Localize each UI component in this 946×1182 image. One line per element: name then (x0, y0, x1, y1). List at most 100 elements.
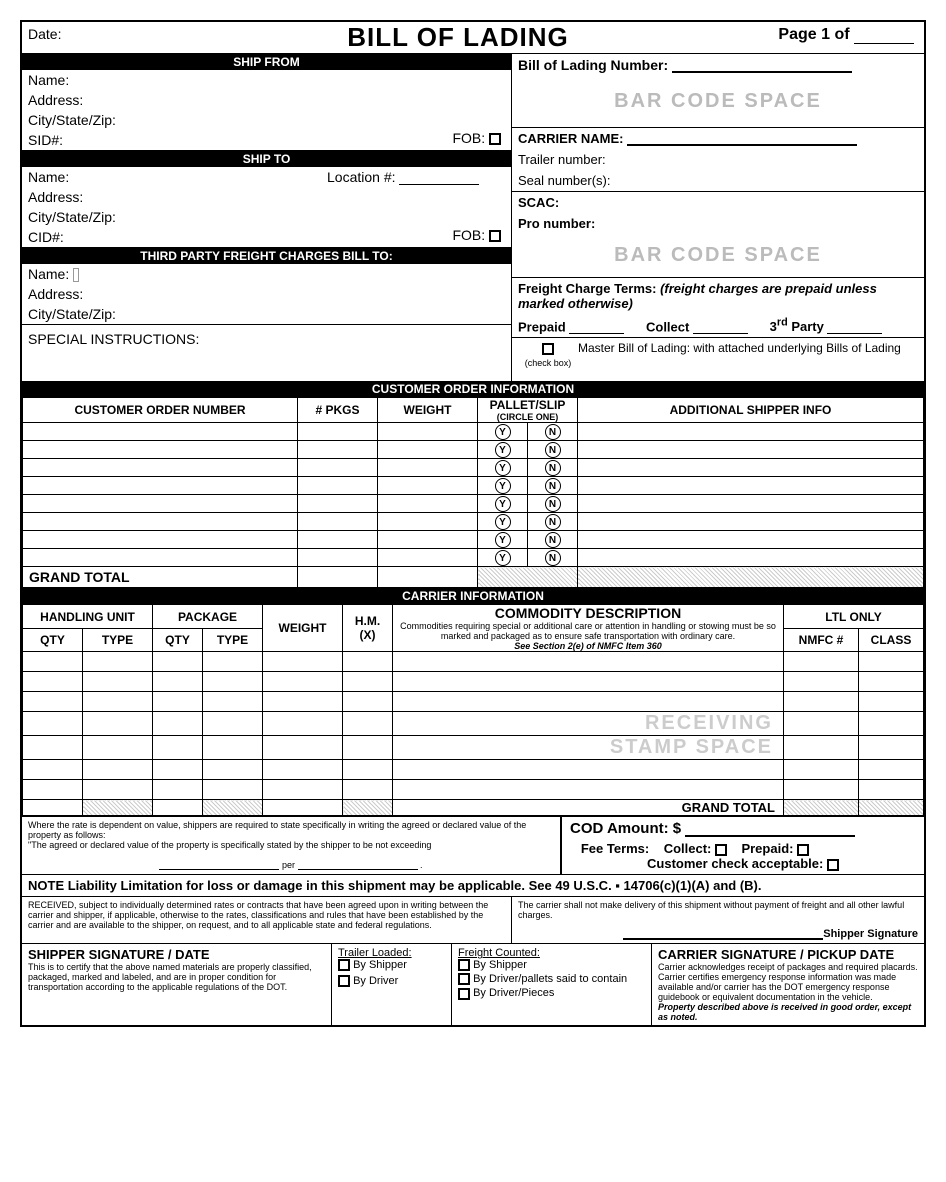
col-type2: TYPE (203, 628, 263, 652)
shipto-csz[interactable]: City/State/Zip: (22, 207, 511, 227)
customer-order-row[interactable]: YN (23, 441, 924, 459)
thirdparty-address[interactable]: Address: (22, 284, 511, 304)
scac[interactable]: SCAC: (512, 191, 924, 213)
note-liability: NOTE Liability Limitation for loss or da… (22, 874, 924, 896)
pro-number[interactable]: Pro number: (512, 213, 924, 234)
carrier-info-row[interactable] (23, 652, 924, 672)
freight-counted-block: Freight Counted: By Shipper By Driver/pa… (452, 944, 652, 1025)
hm-label: H.M. (343, 614, 392, 628)
shipper-sig-text: This is to certify that the above named … (28, 962, 325, 992)
gt-pkgs (298, 567, 378, 588)
third-party-header: THIRD PARTY FREIGHT CHARGES BILL TO: (22, 247, 511, 264)
customer-order-row[interactable]: YN (23, 549, 924, 567)
fc-shipper-check[interactable] (458, 959, 470, 971)
carrier-delivery-block: The carrier shall not make delivery of t… (512, 897, 924, 943)
carrier-info-row[interactable] (23, 692, 924, 712)
customer-order-row[interactable]: YN (23, 459, 924, 477)
shipto-name[interactable]: Name: (22, 167, 321, 187)
location-label: Location #: (327, 169, 396, 185)
carrier-delivery-text: The carrier shall not make delivery of t… (518, 900, 918, 920)
cod-collect-check[interactable] (715, 844, 727, 856)
customer-order-row[interactable]: YN (23, 423, 924, 441)
date-label: Date: (22, 22, 212, 53)
prepaid-label: Prepaid (518, 319, 566, 334)
carrier-info-row[interactable]: STAMP SPACE (23, 736, 924, 760)
title-row: Date: BILL OF LADING Page 1 of (22, 22, 924, 54)
cod-collect-label: Collect: (664, 841, 712, 856)
shipfrom-csz[interactable]: City/State/Zip: (22, 110, 511, 130)
shipfrom-sid[interactable]: SID#: (22, 130, 452, 150)
carrier-info-row[interactable] (23, 760, 924, 780)
per-label: per (282, 860, 295, 870)
freight-options: Prepaid Collect 3rd Party (512, 314, 924, 337)
fc-driver-pallets[interactable]: By Driver/pallets said to contain (458, 973, 645, 985)
customer-order-row[interactable]: YN (23, 477, 924, 495)
ci-gt-2 (83, 800, 153, 816)
ci-grand-total: GRAND TOTAL (393, 800, 784, 816)
cod-check-row: Customer check acceptable: (570, 856, 916, 871)
shipfrom-address[interactable]: Address: (22, 90, 511, 110)
shipto-location[interactable]: Location #: (321, 167, 511, 187)
carrier-sig-bold: Property described above is received in … (658, 1002, 918, 1022)
shipto-address[interactable]: Address: (22, 187, 511, 207)
fee-terms-label: Fee Terms: (581, 841, 649, 856)
bol-number-row[interactable]: Bill of Lading Number: (512, 54, 924, 76)
fob-checkbox[interactable] (489, 133, 501, 145)
tl-driver[interactable]: By Driver (338, 975, 445, 987)
cod-prepaid-check[interactable] (797, 844, 809, 856)
master-bol-checkbox[interactable] (542, 343, 554, 355)
tl-shipper-check[interactable] (338, 959, 350, 971)
tl-driver-check[interactable] (338, 975, 350, 987)
pallet-label: PALLET/SLIP (478, 398, 577, 412)
special-instructions[interactable]: SPECIAL INSTRUCTIONS: (22, 325, 511, 381)
received-carrier-row: RECEIVED, subject to individually determ… (22, 896, 924, 943)
tp-name-label: Name: (28, 266, 69, 282)
grand-total-label: GRAND TOTAL (23, 567, 298, 588)
shipper-sig-label: Shipper Signature (823, 928, 918, 940)
col-weight: WEIGHT (378, 398, 478, 423)
carrier-info-row[interactable] (23, 780, 924, 800)
customer-order-row[interactable]: YN (23, 495, 924, 513)
shipfrom-fob: FOB: (452, 130, 511, 150)
col-type1: TYPE (83, 628, 153, 652)
seal-numbers[interactable]: Seal number(s): (512, 170, 924, 191)
checkbox-note: (check box) (525, 358, 572, 368)
customer-check-box[interactable] (827, 859, 839, 871)
col-hm: H.M. (X) (343, 605, 393, 652)
fc-pallets-check[interactable] (458, 973, 470, 985)
col-handling: HANDLING UNIT (23, 605, 153, 629)
carrier-name-row[interactable]: CARRIER NAME: (512, 127, 924, 149)
received-text: RECEIVED, subject to individually determ… (22, 897, 512, 943)
fob-label-2: FOB: (452, 227, 485, 243)
shipper-sig-block: SHIPPER SIGNATURE / DATE This is to cert… (22, 944, 332, 1025)
tl-shipper-label: By Shipper (353, 959, 407, 971)
customer-check-label: Customer check acceptable: (647, 856, 823, 871)
carrier-info-row[interactable]: RECEIVING (23, 712, 924, 736)
cod-amount-row[interactable]: COD Amount: $ (570, 820, 916, 837)
thirdparty-name[interactable]: Name: (22, 264, 511, 284)
carrier-name-label: CARRIER NAME: (518, 131, 623, 146)
declared-value-block: Where the rate is dependent on value, sh… (22, 817, 562, 874)
shipto-cid[interactable]: CID#: (22, 227, 452, 247)
shipper-sig-line[interactable]: Shipper Signature (518, 926, 918, 940)
thirdparty-csz[interactable]: City/State/Zip: (22, 304, 511, 325)
fc-pieces-check[interactable] (458, 988, 470, 1000)
customer-order-table: CUSTOMER ORDER NUMBER # PKGS WEIGHT PALL… (22, 397, 924, 588)
col-pallet: PALLET/SLIP (CIRCLE ONE) (478, 398, 578, 423)
dv-fill[interactable]: per . (28, 856, 554, 870)
trailer-number[interactable]: Trailer number: (512, 149, 924, 170)
freight-terms-row: Freight Charge Terms: (freight charges a… (512, 277, 924, 314)
tl-shipper[interactable]: By Shipper (338, 959, 445, 971)
carrier-info-row[interactable] (23, 672, 924, 692)
fc-driver-pieces[interactable]: By Driver/Pieces (458, 987, 645, 999)
carrier-sig-title: CARRIER SIGNATURE / PICKUP DATE (658, 947, 918, 962)
shipfrom-name[interactable]: Name: (22, 70, 511, 90)
customer-order-row[interactable]: YN (23, 531, 924, 549)
bol-number-label: Bill of Lading Number: (518, 57, 668, 73)
page-label: Page 1 of (778, 26, 849, 43)
customer-order-row[interactable]: YN (23, 513, 924, 531)
fob-checkbox-2[interactable] (489, 230, 501, 242)
fc-shipper[interactable]: By Shipper (458, 959, 645, 971)
carrier-sig-text: Carrier acknowledges receipt of packages… (658, 962, 918, 1002)
barcode-space-2: BAR CODE SPACE (512, 234, 924, 277)
